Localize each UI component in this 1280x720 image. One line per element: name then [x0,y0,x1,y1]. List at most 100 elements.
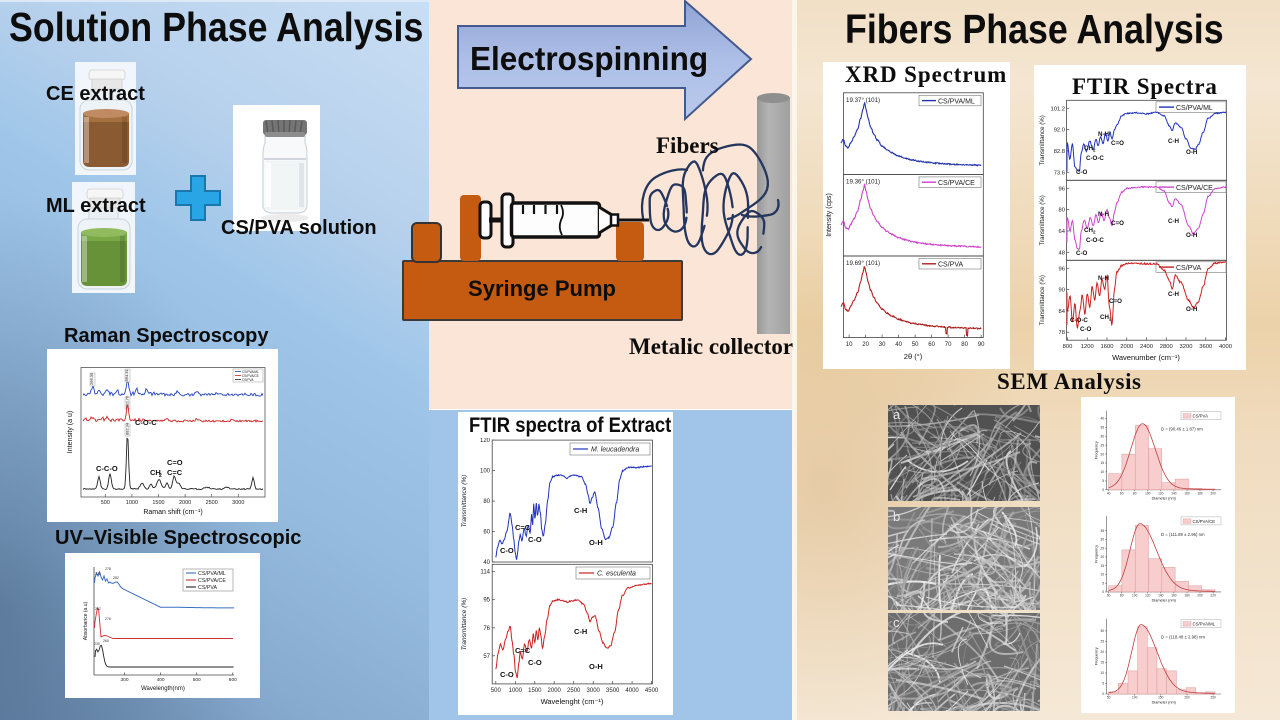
svg-text:0: 0 [1102,692,1104,696]
svg-text:C-H: C-H [574,627,587,636]
svg-text:20: 20 [1100,650,1104,654]
svg-text:120: 120 [480,438,491,444]
svg-text:120: 120 [1145,593,1151,597]
svg-text:76: 76 [483,626,490,632]
svg-text:40: 40 [895,342,902,348]
svg-text:Transmittance (%): Transmittance (%) [1039,275,1046,325]
svg-text:20: 20 [1100,555,1104,559]
svg-text:20: 20 [862,342,869,348]
svg-text:Transmittance (%): Transmittance (%) [461,598,468,651]
svg-text:2800: 2800 [1160,344,1173,350]
svg-text:25: 25 [1100,443,1104,447]
svg-text:Wavelenght (cm⁻¹): Wavelenght (cm⁻¹) [541,697,604,706]
svg-text:4000: 4000 [1219,344,1232,350]
svg-text:25: 25 [1100,640,1104,644]
svg-text:M. leucadendra: M. leucadendra [591,447,639,454]
svg-text:C-O: C-O [1080,326,1092,333]
svg-text:25: 25 [1100,546,1104,550]
svg-text:82.8: 82.8 [1054,149,1065,155]
svg-text:CS/PVA: CS/PVA [198,585,218,591]
svg-text:1500: 1500 [152,500,164,506]
svg-text:C-O: C-O [500,546,514,555]
svg-text:CS/PVA: CS/PVA [1176,265,1201,272]
svg-text:N-H: N-H [1098,211,1110,218]
svg-text:100: 100 [480,469,491,475]
svg-text:CS/PVA/CE: CS/PVA/CE [198,578,226,584]
svg-text:a: a [893,407,901,422]
svg-text:C-H: C-H [1168,138,1180,145]
svg-text:b: b [893,509,900,524]
svg-text:Diameter (nm): Diameter (nm) [1152,701,1177,705]
svg-text:CS/PVA/CE: CS/PVA/CE [1176,185,1213,192]
svg-text:CH: CH [150,468,161,477]
svg-text:180: 180 [1197,491,1203,495]
svg-text:80: 80 [483,499,490,505]
svg-text:15: 15 [1100,461,1104,465]
svg-text:CH2: CH2 [1100,314,1112,322]
svg-text:30: 30 [1100,538,1104,542]
svg-text:Intensity (a u): Intensity (a u) [67,411,74,453]
svg-text:100: 100 [1145,491,1151,495]
svg-text:140: 140 [1158,593,1164,597]
svg-text:120: 120 [1158,491,1164,495]
svg-text:50: 50 [1107,696,1111,700]
svg-text:O-H: O-H [1186,232,1198,239]
svg-text:500: 500 [101,500,110,506]
svg-text:19.37° (101): 19.37° (101) [846,97,880,104]
svg-text:200: 200 [1210,491,1216,495]
svg-text:114: 114 [480,570,490,576]
svg-text:100: 100 [1132,593,1138,597]
svg-text:C=C: C=C [167,468,183,477]
svg-text:Raman shift (cm⁻¹): Raman shift (cm⁻¹) [143,509,202,516]
svg-text:D = (90.46 ± 1.87) nm: D = (90.46 ± 1.87) nm [1161,427,1203,432]
svg-text:Transmittance (%): Transmittance (%) [1039,195,1046,245]
svg-text:894.31: 894.31 [124,368,129,381]
svg-text:48: 48 [1059,250,1065,256]
svg-text:C=O: C=O [167,458,183,467]
svg-text:C-H: C-H [1168,218,1180,225]
svg-text:O-H: O-H [589,538,603,547]
svg-text:CS/PVA/ML: CS/PVA/ML [938,98,975,105]
svg-text:252: 252 [95,607,101,611]
svg-text:1500: 1500 [528,688,542,694]
svg-text:Absorbance (a.u): Absorbance (a.u) [83,601,89,640]
svg-text:160: 160 [1171,593,1177,597]
svg-text:78: 78 [1059,330,1065,336]
svg-text:60: 60 [928,342,935,348]
svg-text:C-O: C-O [528,535,542,544]
svg-text:2000: 2000 [179,500,191,506]
svg-text:CS/PVA: CS/PVA [242,378,254,382]
svg-text:1200: 1200 [1081,344,1094,350]
svg-text:C-O: C-O [500,670,514,679]
svg-text:10: 10 [1100,671,1104,675]
svg-text:0: 0 [1102,488,1104,492]
svg-text:278: 278 [105,567,111,571]
svg-text:40: 40 [1107,491,1111,495]
svg-text:57: 57 [483,654,490,660]
svg-text:O-H: O-H [589,662,603,671]
svg-text:10: 10 [1100,573,1104,577]
svg-text:60: 60 [483,530,490,536]
svg-text:73.6: 73.6 [1054,170,1065,176]
svg-text:C=C: C=C [515,646,531,655]
svg-text:276: 276 [105,617,111,621]
svg-text:500: 500 [193,677,201,683]
svg-text:Frequency: Frequency [1095,647,1099,665]
svg-text:Wavenumber (cm⁻¹): Wavenumber (cm⁻¹) [1112,353,1180,362]
svg-text:5: 5 [1102,682,1104,686]
svg-text:CS/PVA/ML: CS/PVA/ML [242,370,259,374]
svg-text:0: 0 [1102,590,1104,594]
svg-text:80: 80 [1133,491,1137,495]
svg-text:101.2: 101.2 [1050,106,1065,112]
svg-text:180: 180 [1184,593,1190,597]
svg-text:30: 30 [879,342,886,348]
svg-text:882.34: 882.34 [125,422,130,435]
svg-text:60: 60 [1120,491,1124,495]
svg-text:2: 2 [159,473,162,479]
svg-text:100: 100 [1132,696,1138,700]
svg-text:35: 35 [1100,426,1104,430]
svg-text:2θ (°): 2θ (°) [904,352,923,361]
svg-text:Diameter (nm): Diameter (nm) [1152,598,1177,602]
svg-text:N-H: N-H [1098,131,1110,138]
svg-text:90: 90 [1059,288,1065,294]
